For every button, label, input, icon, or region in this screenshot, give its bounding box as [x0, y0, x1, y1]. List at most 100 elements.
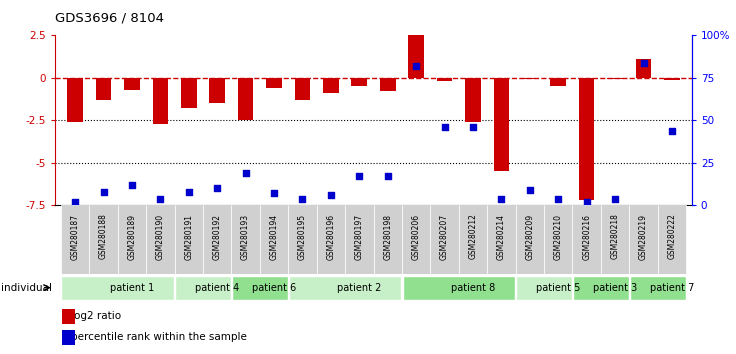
Text: GSM280212: GSM280212 [469, 213, 478, 259]
Text: GSM280207: GSM280207 [440, 213, 449, 260]
Bar [431, 205, 459, 274]
Bar [551, 78, 566, 86]
Text: log2 ratio: log2 ratio [71, 311, 121, 321]
Bar [658, 205, 686, 274]
Bar [124, 78, 140, 90]
Bar [544, 205, 573, 274]
Text: GSM280216: GSM280216 [582, 213, 591, 259]
Bar [636, 59, 651, 78]
Point [581, 199, 592, 205]
Text: GSM280187: GSM280187 [71, 213, 79, 259]
Bar [522, 78, 538, 79]
Bar [487, 205, 516, 274]
Point [382, 173, 394, 179]
Bar [96, 78, 111, 100]
Bar [516, 276, 572, 299]
Bar [494, 78, 509, 171]
Text: patient 1: patient 1 [110, 282, 154, 293]
Text: patient 6: patient 6 [252, 282, 296, 293]
Bar [380, 78, 395, 91]
Bar [516, 205, 544, 274]
Point [155, 196, 166, 201]
Bar [238, 78, 253, 120]
Point [439, 124, 450, 130]
Bar [403, 276, 515, 299]
Text: GSM280197: GSM280197 [355, 213, 364, 260]
Point [495, 196, 507, 201]
Text: percentile rank within the sample: percentile rank within the sample [71, 332, 247, 342]
Bar [61, 205, 89, 274]
Text: patient 3: patient 3 [593, 282, 637, 293]
Point [410, 63, 422, 69]
Bar [459, 205, 487, 274]
Bar [231, 205, 260, 274]
Bar [146, 205, 174, 274]
Bar [573, 276, 629, 299]
Bar [181, 78, 197, 108]
Text: GSM280209: GSM280209 [526, 213, 534, 260]
Point [268, 190, 280, 196]
Bar [289, 276, 401, 299]
Point [553, 196, 565, 201]
Bar [294, 78, 311, 100]
Point [126, 182, 138, 188]
Text: GDS3696 / 8104: GDS3696 / 8104 [55, 12, 164, 25]
Text: GSM280190: GSM280190 [156, 213, 165, 260]
Bar [62, 330, 75, 345]
Bar [118, 205, 146, 274]
Point [183, 189, 194, 195]
Text: individual: individual [1, 282, 52, 293]
Text: GSM280198: GSM280198 [383, 213, 392, 259]
Bar [61, 276, 174, 299]
Text: patient 8: patient 8 [451, 282, 495, 293]
Point [353, 173, 365, 179]
Point [637, 60, 649, 65]
Bar [465, 78, 481, 122]
Text: GSM280206: GSM280206 [411, 213, 421, 260]
Bar [607, 78, 623, 79]
Point [297, 196, 308, 201]
Bar [579, 78, 595, 200]
Bar [601, 205, 629, 274]
Bar [289, 205, 316, 274]
Bar [345, 205, 373, 274]
Point [325, 192, 337, 198]
Bar [573, 205, 601, 274]
Point [524, 187, 536, 193]
Point [609, 196, 621, 201]
Text: GSM280191: GSM280191 [184, 213, 194, 259]
Bar [260, 205, 289, 274]
Text: GSM280218: GSM280218 [611, 213, 620, 259]
Bar [323, 78, 339, 93]
Text: GSM280210: GSM280210 [553, 213, 563, 259]
Bar [266, 78, 282, 88]
Text: patient 7: patient 7 [650, 282, 694, 293]
Bar [62, 309, 75, 324]
Point [240, 170, 252, 176]
Text: GSM280192: GSM280192 [213, 213, 222, 259]
Bar [89, 205, 118, 274]
Point [69, 199, 81, 205]
Bar [402, 205, 431, 274]
Bar [152, 78, 168, 124]
Text: GSM280189: GSM280189 [127, 213, 136, 259]
Text: patient 2: patient 2 [337, 282, 381, 293]
Text: GSM280194: GSM280194 [269, 213, 278, 260]
Point [666, 128, 678, 133]
Bar [630, 276, 686, 299]
Text: GSM280219: GSM280219 [639, 213, 648, 259]
Bar [664, 78, 680, 80]
Text: GSM280222: GSM280222 [668, 213, 676, 259]
Bar [352, 78, 367, 86]
Text: GSM280196: GSM280196 [326, 213, 336, 260]
Text: GSM280195: GSM280195 [298, 213, 307, 260]
Text: GSM280188: GSM280188 [99, 213, 108, 259]
Point [467, 124, 479, 130]
Bar [629, 205, 658, 274]
Bar [67, 78, 83, 122]
Point [98, 189, 110, 195]
Text: patient 4: patient 4 [195, 282, 239, 293]
Bar [373, 205, 402, 274]
Text: GSM280193: GSM280193 [241, 213, 250, 260]
Bar [175, 276, 231, 299]
